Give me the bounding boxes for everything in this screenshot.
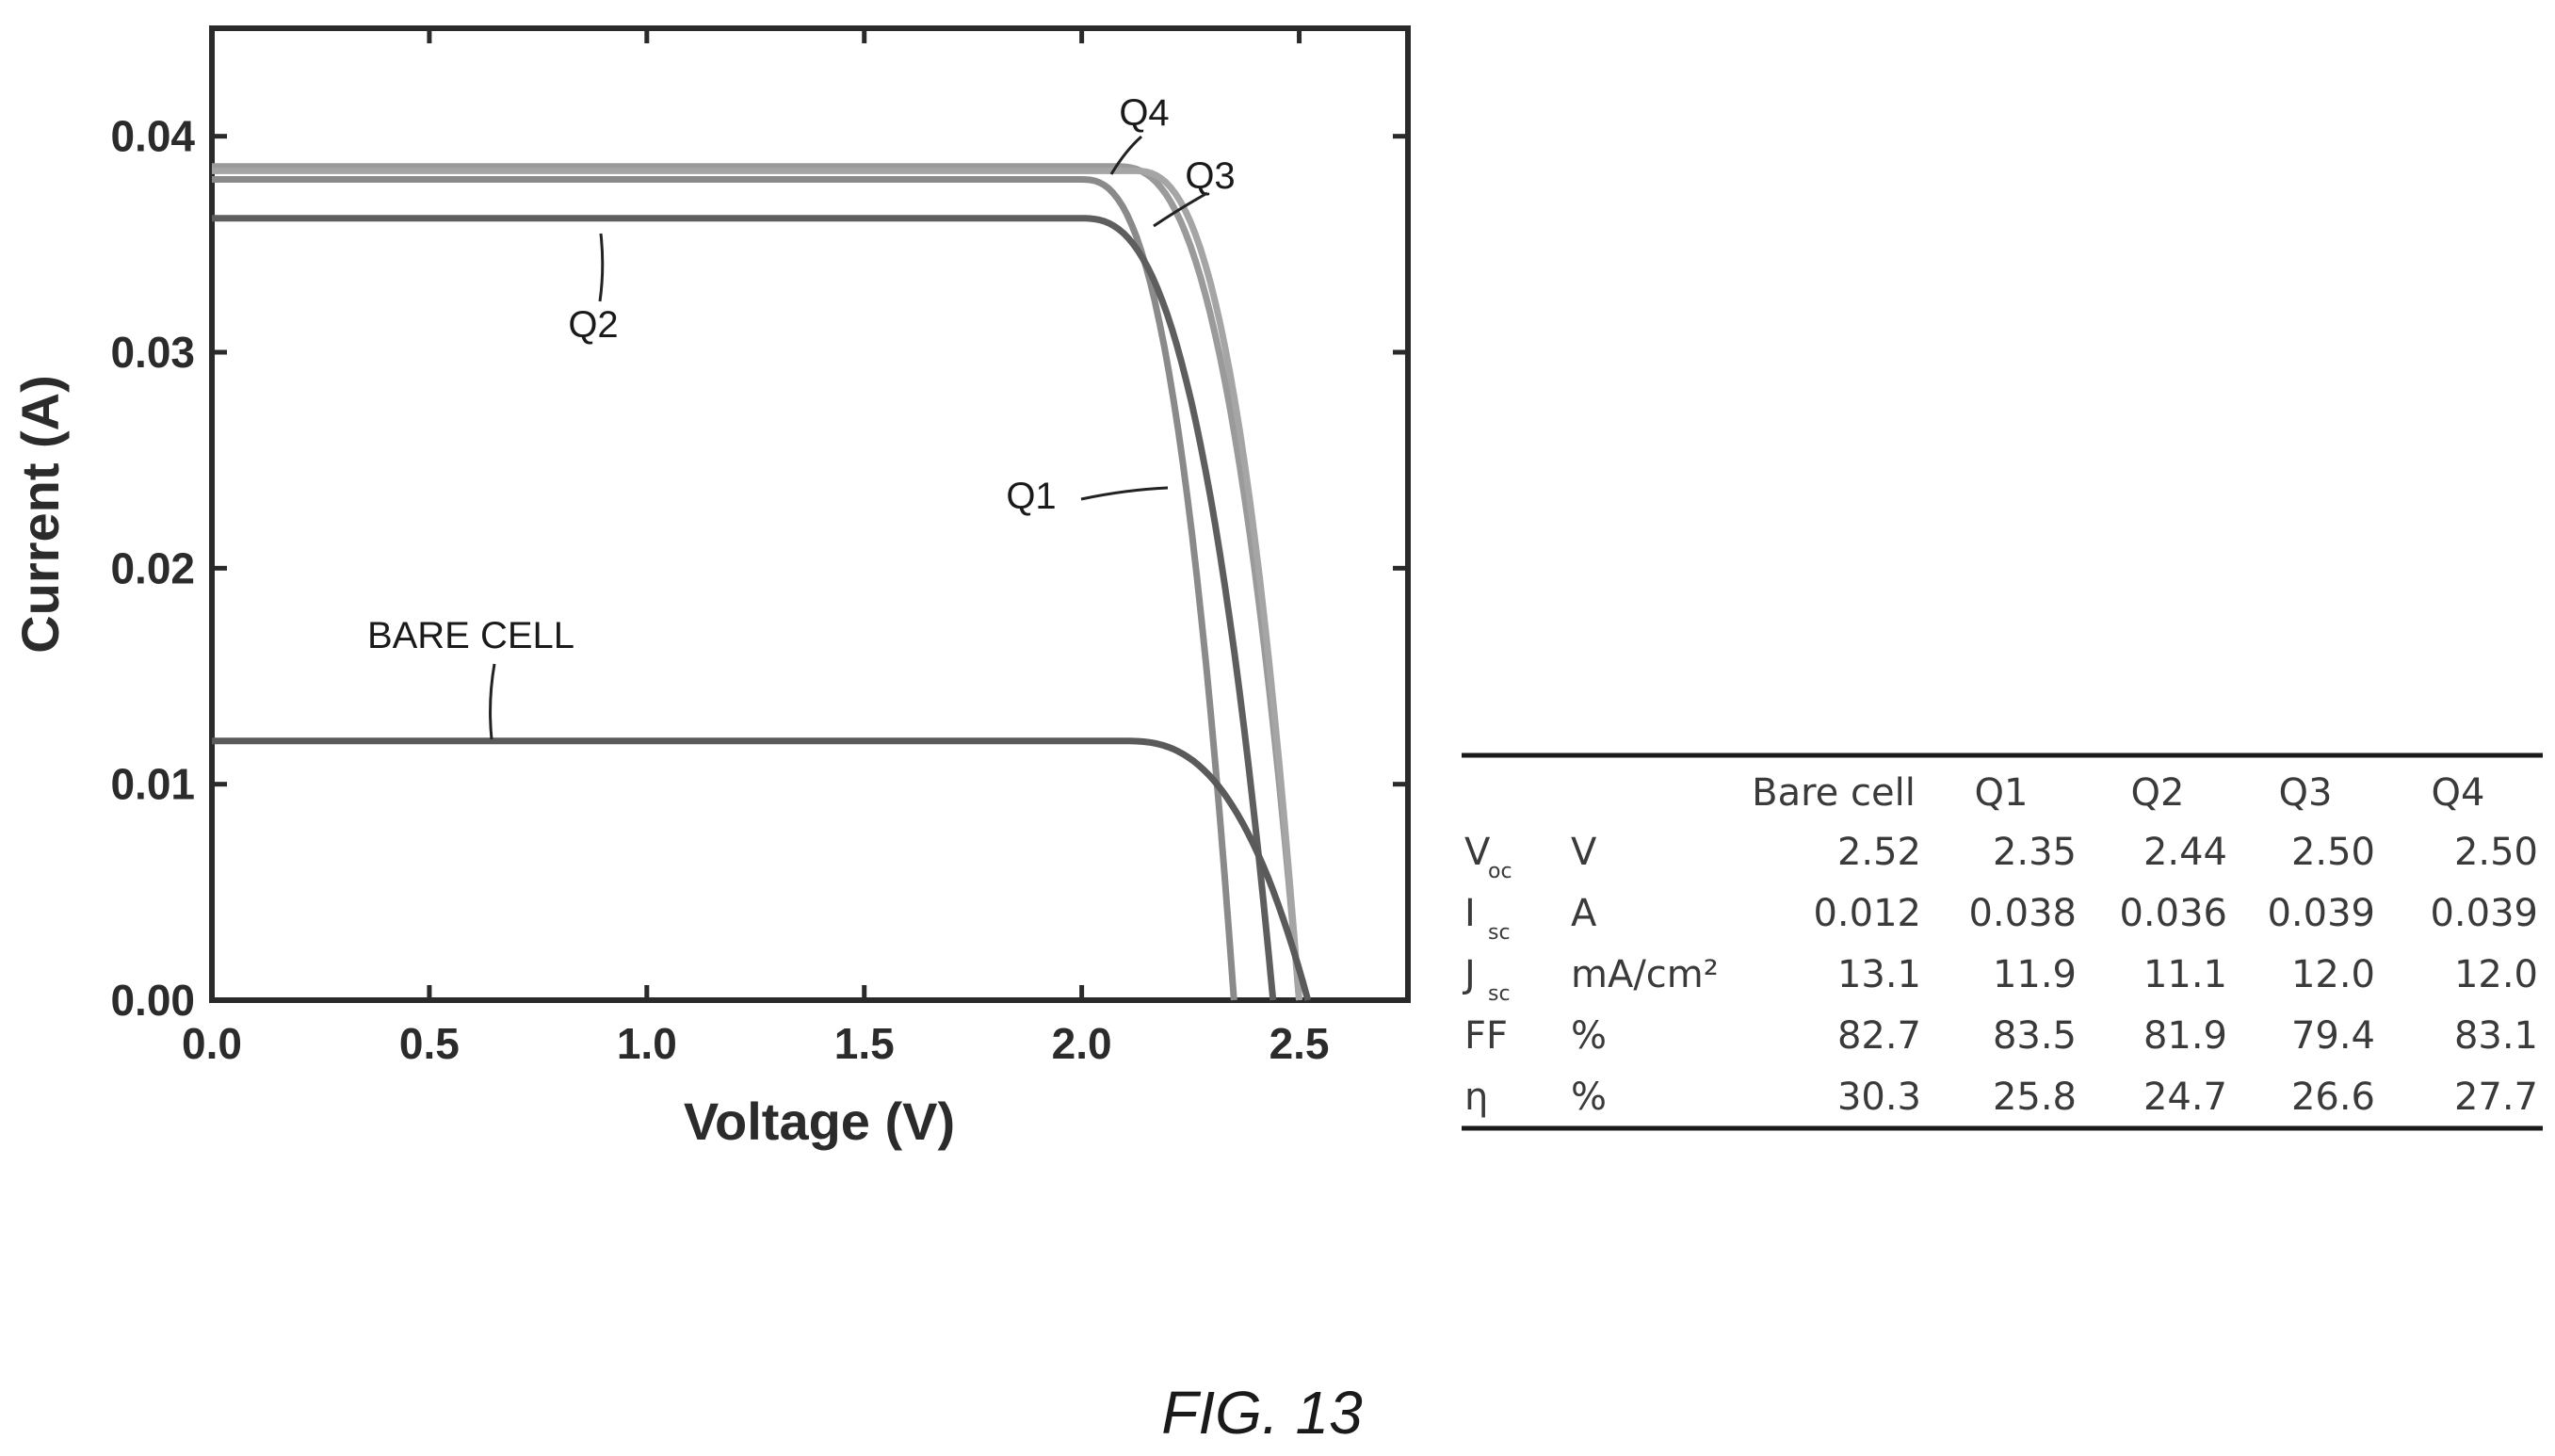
table-cell: 83.5 <box>1993 1014 2077 1058</box>
axis-ticks <box>209 28 1408 1003</box>
annotation-leader <box>598 233 605 302</box>
table-cell: 0.036 <box>2119 892 2227 935</box>
annotation-leader <box>1109 135 1142 175</box>
table-row-symbol: J <box>1462 953 1476 996</box>
table-cell: 0.039 <box>2430 892 2538 935</box>
table-row-symbol: I <box>1464 892 1476 935</box>
figure-label: FIG. 13 <box>1161 1379 1363 1447</box>
y-axis-title: Current (A) <box>10 375 70 654</box>
table-cell: 26.6 <box>2291 1076 2375 1119</box>
series-line-q1 <box>212 176 1237 1001</box>
table-cell: 0.038 <box>1968 892 2077 935</box>
table-row-unit: mA/cm² <box>1571 953 1719 996</box>
x-tick-label: 0.5 <box>399 1019 460 1068</box>
annotation-leader <box>489 663 496 740</box>
annotation-leader <box>1080 486 1169 501</box>
table-row-unit: % <box>1571 1014 1607 1058</box>
table-cell: 24.7 <box>2143 1076 2227 1119</box>
table-cell: 30.3 <box>1837 1076 1921 1119</box>
table-row-unit: V <box>1571 831 1597 874</box>
table-row-symbol-sub: oc <box>1488 860 1512 883</box>
table-row-symbol: FF <box>1464 1014 1508 1058</box>
x-axis-title: Voltage (V) <box>684 1092 955 1151</box>
table-cell: 2.50 <box>2454 831 2538 874</box>
y-tick-label: 0.02 <box>110 543 195 592</box>
y-tick-label: 0.01 <box>110 760 195 809</box>
annotation-label-bare-cell: BARE CELL <box>367 615 574 656</box>
table-cell: 13.1 <box>1837 953 1921 996</box>
y-tick-label: 0.03 <box>110 328 195 377</box>
annotation-label-q4: Q4 <box>1119 92 1169 134</box>
table-row-unit: % <box>1571 1076 1607 1119</box>
table-column-header: Q4 <box>2432 771 2485 815</box>
series-line-q2 <box>212 215 1277 1001</box>
series-line-q3 <box>212 167 1302 1001</box>
annotation-label-q1: Q1 <box>1006 476 1056 517</box>
chart-annotations: Q4 Q3 Q2 Q1 BARE CELL <box>367 92 1236 740</box>
table-row-unit: A <box>1571 892 1597 935</box>
x-tick-label: 1.5 <box>834 1019 895 1068</box>
table-cell: 2.52 <box>1837 831 1921 874</box>
annotation-label-q2: Q2 <box>568 304 618 346</box>
x-tick-label: 0.0 <box>182 1019 242 1068</box>
annotation-leader <box>1153 191 1208 228</box>
plot-frame <box>209 25 1411 1003</box>
table-cell: 81.9 <box>2143 1014 2227 1058</box>
table-row-symbol-sub: sc <box>1488 921 1511 945</box>
table-cell: 12.0 <box>2454 953 2538 996</box>
table-row-symbol-sub: sc <box>1488 982 1511 1006</box>
x-tick-label: 2.5 <box>1269 1019 1330 1068</box>
y-tick-label: 0.00 <box>110 976 195 1025</box>
table-cell: 0.012 <box>1813 892 1921 935</box>
table-column-header: Bare cell <box>1752 771 1916 815</box>
annotation-label-q3: Q3 <box>1185 155 1235 197</box>
table-cell: 83.1 <box>2454 1014 2538 1058</box>
axis-tick-labels: 0.0 0.5 1.0 1.5 2.0 2.5 0.00 0.01 0.02 0.03 0.04 <box>110 112 1329 1068</box>
table-cell: 12.0 <box>2291 953 2375 996</box>
x-tick-label: 1.0 <box>617 1019 677 1068</box>
table-column-header: Q1 <box>1975 771 2029 815</box>
series-line-q4 <box>212 163 1302 1001</box>
table-cell: 11.1 <box>2143 953 2227 996</box>
table-cell: 11.9 <box>1993 953 2077 996</box>
table-cell: 79.4 <box>2291 1014 2375 1058</box>
table-cell: 27.7 <box>2454 1076 2538 1119</box>
y-tick-label: 0.04 <box>110 112 195 161</box>
table-cell: 2.35 <box>1993 831 2077 874</box>
table-row-symbol: η <box>1464 1076 1488 1119</box>
series-line-bare-cell <box>212 737 1312 1001</box>
iv-chart: 0.0 0.5 1.0 1.5 2.0 2.5 0.00 0.01 0.02 0.03 0.04 Q… <box>10 25 1411 1151</box>
table-row-symbol: V <box>1464 831 1491 874</box>
table-column-header: Q3 <box>2279 771 2333 815</box>
table-cell: 82.7 <box>1837 1014 1921 1058</box>
table-column-header: Q2 <box>2131 771 2185 815</box>
table-cell: 25.8 <box>1993 1076 2077 1119</box>
table-cell: 2.50 <box>2291 831 2375 874</box>
table-cell: 0.039 <box>2267 892 2375 935</box>
x-tick-label: 2.0 <box>1052 1019 1112 1068</box>
table-cell: 2.44 <box>2143 831 2227 874</box>
chart-series <box>212 163 1312 1001</box>
